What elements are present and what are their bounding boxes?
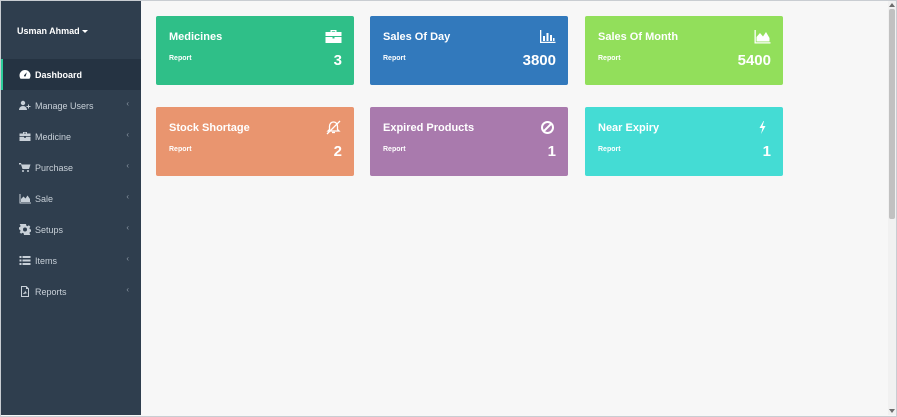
card-subtitle: Report	[383, 55, 406, 62]
area-chart-icon	[754, 29, 771, 44]
card-value: 2	[333, 143, 342, 160]
chevron-left-icon: ‹	[126, 161, 129, 170]
chevron-left-icon: ‹	[126, 99, 129, 108]
card-subtitle: Report	[169, 55, 192, 62]
list-icon	[18, 255, 31, 266]
card-value: 3	[333, 52, 342, 69]
card-medicines[interactable]: Medicines Report 3	[156, 16, 354, 85]
card-value: 3800	[522, 52, 556, 69]
bolt-icon	[754, 120, 771, 135]
cart-icon	[18, 162, 31, 173]
scroll-down-arrow-icon[interactable]	[889, 409, 895, 413]
scroll-up-arrow-icon[interactable]	[889, 3, 895, 7]
users-icon	[18, 100, 31, 111]
card-subtitle: Report	[598, 146, 621, 153]
card-stock-shortage[interactable]: Stock Shortage Report 2	[156, 107, 354, 176]
sidebar-item-label: Setups	[35, 224, 64, 235]
card-sales-of-month[interactable]: Sales Of Month Report 5400	[585, 16, 783, 85]
sidebar-item-label: Reports	[35, 286, 67, 297]
card-title: Expired Products	[383, 122, 475, 134]
card-title: Near Expiry	[598, 122, 660, 134]
card-title: Medicines	[169, 31, 223, 43]
sidebar-item-label: Manage Users	[35, 100, 94, 111]
briefcase-icon	[18, 131, 31, 142]
sidebar-item-label: Medicine	[35, 131, 72, 142]
area-chart-icon	[18, 193, 31, 204]
bell-slash-icon	[325, 120, 342, 135]
card-value: 1	[547, 143, 556, 160]
card-subtitle: Report	[598, 55, 621, 62]
card-title: Stock Shortage	[169, 122, 250, 134]
card-title: Sales Of Day	[383, 31, 451, 43]
sidebar: Usman Ahmad Dashboard Manage Users ‹ Med…	[1, 1, 141, 415]
sidebar-item-label: Purchase	[35, 162, 74, 173]
dashboard-icon	[18, 69, 31, 80]
sidebar-item-setups[interactable]: Setups ‹	[1, 214, 141, 245]
briefcase-icon	[325, 29, 342, 44]
sidebar-item-medicine[interactable]: Medicine ‹	[1, 121, 141, 152]
caret-down-icon	[81, 30, 88, 34]
chevron-left-icon: ‹	[126, 254, 129, 263]
sidebar-item-dashboard[interactable]: Dashboard	[1, 59, 141, 90]
sidebar-item-items[interactable]: Items ‹	[1, 245, 141, 276]
sidebar-item-label: Dashboard	[35, 69, 83, 80]
sidebar-item-purchase[interactable]: Purchase ‹	[1, 152, 141, 183]
card-sales-of-day[interactable]: Sales Of Day Report 3800	[370, 16, 568, 85]
gear-icon	[18, 224, 31, 235]
card-subtitle: Report	[169, 146, 192, 153]
sidebar-item-reports[interactable]: Reports ‹	[1, 276, 141, 307]
sidebar-item-label: Items	[35, 255, 58, 266]
card-expired-products[interactable]: Expired Products Report 1	[370, 107, 568, 176]
sidebar-item-manage-users[interactable]: Manage Users ‹	[1, 90, 141, 121]
bar-chart-icon	[539, 29, 556, 44]
chevron-left-icon: ‹	[126, 223, 129, 232]
sidebar-item-sale[interactable]: Sale ‹	[1, 183, 141, 214]
sidebar-item-label: Sale	[35, 193, 54, 204]
card-title: Sales Of Month	[598, 31, 679, 43]
card-near-expiry[interactable]: Near Expiry Report 1	[585, 107, 783, 176]
page-scrollbar[interactable]	[888, 1, 896, 415]
sidebar-nav: Dashboard Manage Users ‹ Medicine ‹ Purc…	[1, 59, 141, 307]
scrollbar-thumb[interactable]	[889, 9, 895, 219]
chevron-left-icon: ‹	[126, 130, 129, 139]
card-subtitle: Report	[383, 146, 406, 153]
ban-icon	[539, 120, 556, 135]
pdf-file-icon	[18, 286, 31, 297]
user-menu[interactable]: Usman Ahmad	[17, 26, 88, 36]
chevron-left-icon: ‹	[126, 285, 129, 294]
user-name: Usman Ahmad	[17, 26, 80, 36]
card-value: 1	[762, 143, 771, 160]
card-value: 5400	[737, 52, 771, 69]
chevron-left-icon: ‹	[126, 192, 129, 201]
